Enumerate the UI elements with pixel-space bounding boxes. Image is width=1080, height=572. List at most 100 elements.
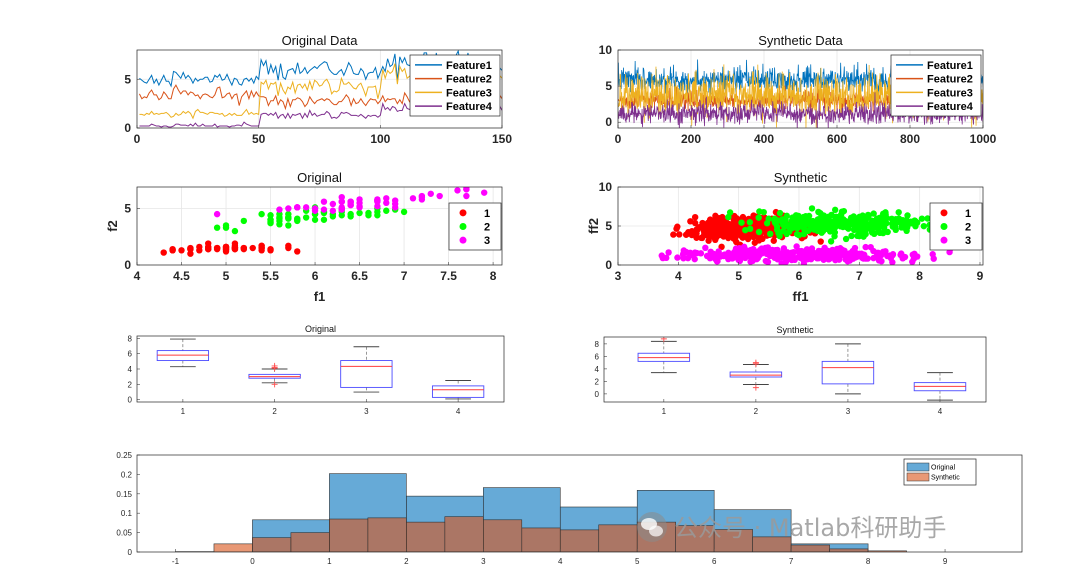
y-tick-label: 6 [595, 352, 600, 361]
scatter-point-class-1 [693, 225, 701, 233]
scatter-point-class-3 [276, 206, 283, 213]
legend-item: Original [906, 462, 956, 472]
scatter-point-class-3 [897, 251, 904, 259]
scatter-point-class-2 [825, 224, 833, 231]
legend-label: Feature1 [446, 60, 492, 72]
outlier-marker [271, 381, 278, 388]
x-tick-label: 3 [615, 269, 622, 283]
scatter-point-class-3 [881, 248, 888, 256]
legend: 1 23 [929, 202, 983, 251]
scatter-point-class-3 [715, 248, 722, 255]
scatter-point-class-2 [766, 230, 774, 238]
outlier-marker [660, 337, 667, 342]
y-tick-label: 0 [128, 548, 133, 557]
scatter-point-class-2 [746, 219, 754, 226]
x-tick-label: 2 [754, 407, 759, 416]
x-tick-label: 600 [827, 132, 847, 146]
scatter-point-class-3 [795, 247, 802, 255]
scatter-point-class-1 [739, 234, 746, 241]
hist-bar-synthetic [829, 548, 869, 552]
scatter-point-class-3 [213, 210, 221, 218]
scatter-point-class-2 [899, 216, 907, 224]
y-tick-label: 10 [599, 180, 613, 194]
y-tick-label: 0 [124, 121, 131, 135]
x-tick-label: 9 [943, 557, 948, 566]
x-tick-label: 9 [977, 269, 984, 283]
scatter-point-class-3 [830, 250, 838, 258]
x-axis-label: f1 [314, 289, 326, 304]
x-tick-label: 4 [134, 269, 141, 283]
scatter-point-class-2 [848, 232, 855, 240]
scatter-point-class-2 [797, 216, 805, 223]
scatter-point-class-1 [733, 214, 740, 222]
axes-frame [136, 186, 503, 266]
scatter-point-class-1 [267, 247, 274, 254]
legend-item: 3 [940, 235, 971, 247]
scatter-point-class-3 [862, 243, 869, 251]
hist-bar-synthetic [790, 544, 830, 552]
hist-bar-synthetic [329, 518, 369, 552]
scatter-point-class-3 [740, 244, 748, 251]
scatter-point-class-3 [812, 252, 819, 259]
scatter-point-class-2 [356, 209, 363, 217]
legend-label: Feature4 [927, 101, 974, 113]
x-tick-label: 2 [272, 407, 277, 416]
scatter-point-class-3 [764, 244, 772, 251]
x-tick-label: 50 [252, 132, 266, 146]
watermark: 公众号 · Matlab科研助手 [637, 512, 946, 542]
x-tick-label: 0 [250, 557, 255, 566]
y-tick-label: 6 [128, 350, 133, 359]
scatter-point-class-2 [891, 220, 899, 228]
x-tick-label: 4 [456, 407, 461, 416]
scatter-point-class-3 [409, 195, 417, 202]
legend-label: 2 [484, 222, 490, 234]
legend-marker [940, 209, 948, 217]
scatter-point-class-2 [850, 218, 857, 226]
x-tick-label: 5 [635, 557, 640, 566]
scatter-point-class-1 [222, 245, 230, 253]
scatter-point-class-3 [691, 255, 698, 263]
scatter-point-class-3 [338, 198, 345, 205]
box-1 [637, 337, 691, 374]
scatter-point-class-3 [454, 187, 461, 194]
scatter-point-class-3 [702, 244, 709, 252]
scatter-point-class-1 [688, 231, 695, 239]
x-axis-label: ff1 [793, 289, 809, 304]
axes-frame [136, 454, 1023, 553]
scatter-point-class-2 [746, 225, 754, 233]
chart-title: Original Data [282, 33, 359, 48]
scatter-point-class-2 [895, 209, 902, 216]
scatter-point-class-2 [773, 226, 781, 233]
scatter-point-class-3 [427, 190, 434, 197]
hist-bar-synthetic [598, 524, 638, 552]
scatter-point-class-1 [676, 231, 683, 238]
axes-frame [603, 336, 987, 403]
x-tick-label: 5 [735, 269, 742, 283]
x-tick-label: 4 [938, 407, 943, 416]
hist-bar-synthetic [290, 532, 330, 552]
chart-4: 1 2 3 4 0 2 4 6 8 Original [128, 324, 505, 416]
scatter-point-class-2 [726, 209, 734, 216]
scatter-point-class-2 [853, 224, 861, 232]
scatter-point-class-1 [249, 244, 256, 252]
scatter-point-class-1 [767, 226, 774, 233]
x-tick-label: 400 [754, 132, 774, 146]
chart-6: -1 0 1 2 3 4 5 6 7 8 9 0 0.05 0.1 0.15 0.2 0.25 Original S… [116, 451, 1023, 566]
chart-title: Synthetic [776, 325, 814, 335]
outlier-marker [752, 360, 759, 367]
scatter-point-class-2 [858, 215, 865, 223]
scatter-point-class-1 [205, 245, 212, 253]
scatter-point-class-2 [755, 228, 763, 236]
y-tick-label: 5 [605, 219, 612, 233]
scatter-point-class-2 [267, 216, 274, 223]
plot-marks [156, 338, 485, 400]
scatter-point-class-2 [856, 232, 863, 240]
scatter-point-class-2 [786, 221, 794, 229]
legend-label: 1 [965, 208, 971, 220]
scatter-point-class-1 [712, 236, 719, 244]
scatter-point-class-1 [817, 238, 824, 245]
scatter-point-class-3 [374, 197, 381, 204]
x-tick-label: 100 [370, 132, 390, 146]
scatter-point-class-3 [480, 189, 488, 196]
legend-label: Feature4 [446, 101, 493, 113]
